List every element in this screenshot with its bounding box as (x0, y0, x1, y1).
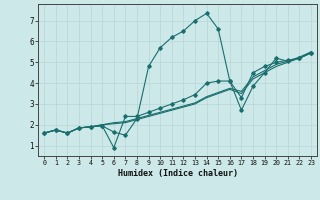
X-axis label: Humidex (Indice chaleur): Humidex (Indice chaleur) (118, 169, 238, 178)
